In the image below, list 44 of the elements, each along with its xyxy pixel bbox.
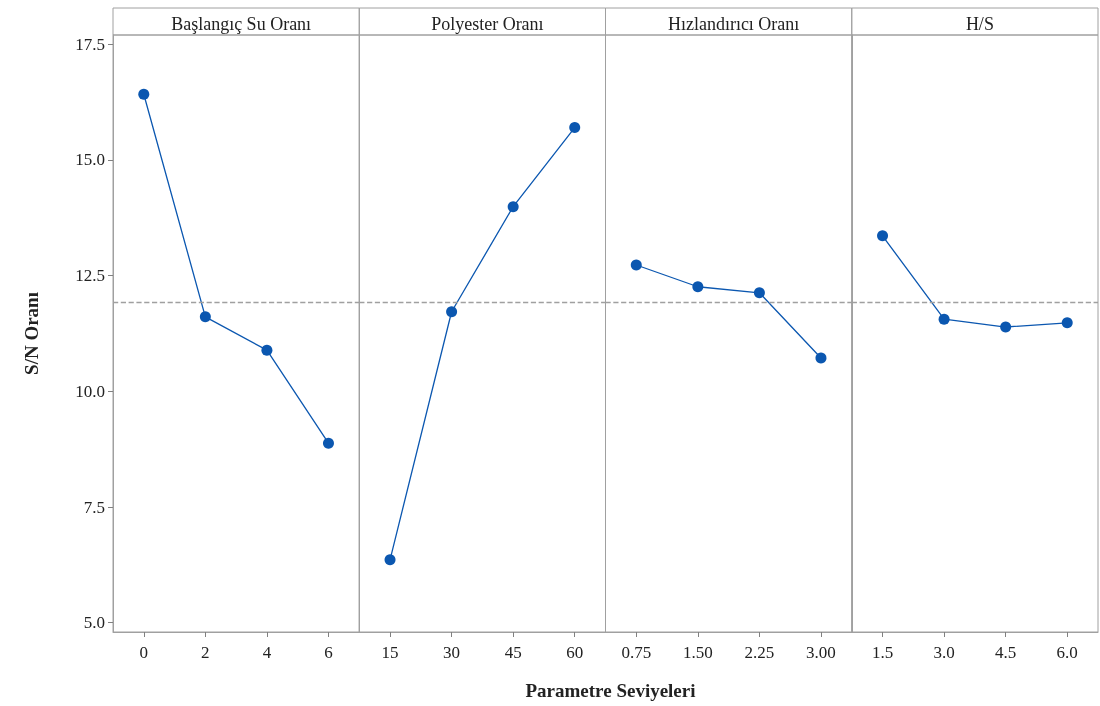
point [692,281,704,293]
x-tick-label: 0 [139,643,149,662]
x-tick-label: 3.00 [806,643,836,662]
point [261,344,273,356]
point [938,313,950,325]
x-tick-label: 2.25 [744,643,775,662]
point [569,122,581,134]
x-tick-label: 6.0 [1056,643,1078,662]
chart-title: Polyester Oranı [431,14,544,34]
chart-title: Başlangıç Su Oranı [171,14,312,34]
y-tick-label: 5.0 [83,613,105,633]
chart-title: H/S [965,14,994,34]
x-tick-label: 3.0 [933,643,955,662]
x-tick-label: 4 [262,643,272,662]
x-tick-label: 6 [324,643,333,662]
y-tick-label: 17.5 [75,34,105,54]
point [507,201,519,213]
x-axis-title: Parametre Seviyeleri [525,680,696,701]
point [1061,317,1073,329]
point [384,554,396,566]
point [753,287,765,299]
y-axis-title: S/N Oranı [21,292,42,375]
point [446,306,458,318]
y-tick-label: 7.5 [83,497,105,517]
x-tick-label: 30 [443,643,461,662]
point [199,311,211,323]
point [1000,321,1012,333]
point [138,88,150,100]
x-tick-label: 2 [201,643,210,662]
chart-title: Hızlandırıcı Oranı [667,14,800,34]
x-tick-label: 15 [381,643,399,662]
point [630,259,642,271]
y-tick-label: 15.0 [75,150,105,170]
x-tick-label: 1.5 [871,643,894,662]
y-tick-label: 12.5 [75,266,105,286]
x-tick-label: 0.75 [621,643,652,662]
x-tick-label: 4.5 [995,643,1017,662]
x-tick-label: 1.50 [682,643,713,662]
point [877,230,889,242]
x-tick-label: 45 [504,643,522,662]
x-tick-label: 60 [566,643,584,662]
point [322,437,334,449]
y-tick-label: 10.0 [75,381,105,401]
point [815,352,827,364]
